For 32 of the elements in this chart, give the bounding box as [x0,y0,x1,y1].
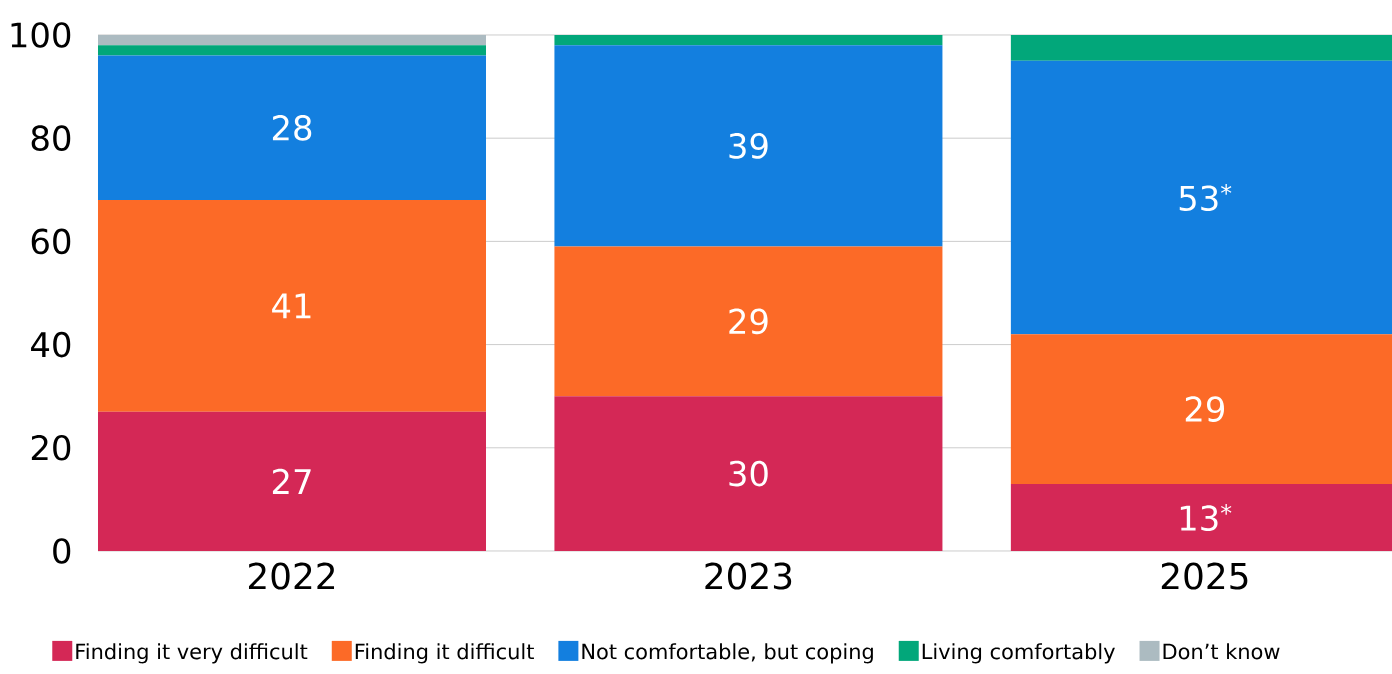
bar [554,34,943,46]
legend-label: Not comfortable, but coping [582,643,873,664]
data-label: 41 [272,293,311,319]
data-label: 29 [1185,396,1225,422]
data-label: 13$^{*}$ [1180,503,1232,531]
data-label: 28 [272,115,312,141]
data-label: 53$^{*}$ [1179,183,1232,212]
y-tick-label: 60 [31,228,71,255]
x-tick-label: 2025 [1161,562,1248,590]
bar [554,246,943,397]
y-tick-label: 40 [31,331,71,358]
bar [98,200,486,412]
bar [98,45,486,56]
y-tick-label: 0 [53,538,71,564]
bar [554,396,943,551]
y-tick-label: 80 [31,125,71,151]
legend-label: Finding it very difficult [76,643,308,664]
data-label: 30 [729,460,768,487]
x-tick-label: 2023 [705,562,792,590]
legend-label: Living comfortably [922,643,1115,664]
data-label: 29 [729,308,768,335]
bar [98,55,486,201]
x-tick-label: 2022 [248,562,335,590]
data-label: 27 [272,468,311,494]
bar [98,411,486,551]
bar [98,34,486,46]
data-label: 39 [729,133,768,159]
bar [554,45,943,247]
y-tick-label: 100 [11,22,71,48]
legend-label: Finding it difficult [355,643,534,664]
legend-label: Don’t know [1163,643,1280,660]
y-tick-label: 20 [31,434,71,461]
